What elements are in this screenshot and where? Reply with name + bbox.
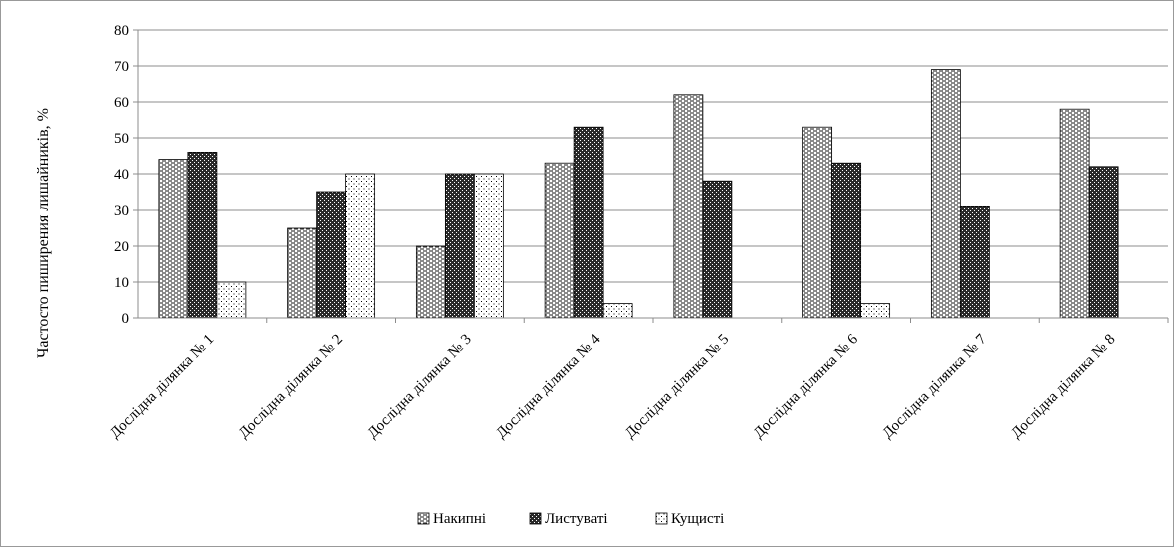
- bar: [1059, 108, 1090, 319]
- bar: [473, 173, 504, 319]
- legend-label: Листуваті: [545, 511, 608, 527]
- bar: [959, 205, 990, 319]
- y-tick-label: 20: [114, 239, 129, 255]
- bar: [287, 227, 318, 319]
- legend: Накипні Листуваті Кущисті: [417, 511, 724, 527]
- y-axis-title: Частосто пиширения лишайників, %: [35, 108, 52, 358]
- bar: [415, 245, 446, 319]
- bar: [216, 281, 247, 319]
- bar: [702, 180, 733, 319]
- legend-swatch: [417, 512, 430, 525]
- y-tick-label: 0: [122, 311, 130, 327]
- bar: [573, 126, 604, 319]
- bar: [602, 303, 633, 319]
- bar: [544, 162, 575, 319]
- y-tick-label: 30: [114, 203, 129, 219]
- y-tick-label: 80: [114, 23, 129, 39]
- legend-label: Кущисті: [671, 511, 724, 527]
- y-tick-label: 70: [114, 59, 129, 75]
- bar: [444, 173, 475, 319]
- legend-swatch: [655, 512, 668, 525]
- y-tick-label: 50: [114, 131, 129, 147]
- bar: [673, 94, 704, 319]
- bar: [802, 126, 833, 319]
- legend-item: Кущисті: [655, 511, 724, 527]
- legend-label: Накипні: [433, 511, 486, 527]
- bar: [316, 191, 347, 319]
- legend-item: Листуваті: [529, 511, 608, 527]
- bars: [158, 69, 1119, 319]
- legend-swatch: [529, 512, 542, 525]
- y-tick-label: 60: [114, 95, 129, 111]
- y-tick-label: 10: [114, 275, 129, 291]
- bar: [1088, 166, 1119, 319]
- bar: [345, 173, 376, 319]
- bar: [158, 159, 189, 319]
- bar: [860, 303, 891, 319]
- legend-item: Накипні: [417, 511, 486, 527]
- bar: [930, 69, 961, 319]
- bar: [187, 151, 218, 319]
- y-tick-label: 40: [114, 167, 129, 183]
- bar: [831, 162, 862, 319]
